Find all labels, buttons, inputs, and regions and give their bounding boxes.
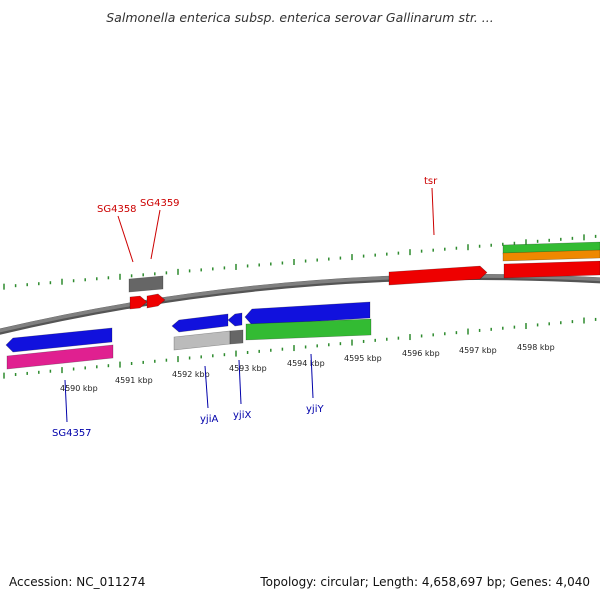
downstream-red-feature[interactable] bbox=[503, 260, 600, 279]
gene-label-SG4357[interactable]: SG4357 bbox=[52, 428, 92, 439]
SG4357-feature[interactable] bbox=[5, 327, 113, 353]
genome-summary-text: Topology: circular; Length: 4,658,697 bp… bbox=[260, 575, 590, 589]
tick-label: 4590 kbp bbox=[60, 384, 98, 393]
gene-label-yjiA[interactable]: yjiA bbox=[200, 414, 218, 425]
yjiX-feature[interactable] bbox=[227, 312, 243, 327]
gene-label-yjiY[interactable]: yjiY bbox=[306, 404, 324, 415]
leader-line bbox=[431, 187, 435, 236]
SG4357-product-feature[interactable] bbox=[6, 344, 114, 370]
accession-text: Accession: NC_011274 bbox=[9, 575, 146, 589]
yjiA-product-feature[interactable] bbox=[173, 330, 231, 351]
tick-label: 4592 kbp bbox=[172, 370, 210, 379]
yjiY-product-feature[interactable] bbox=[245, 318, 372, 341]
tick-label: 4593 kbp bbox=[229, 364, 267, 373]
tick-label: 4591 kbp bbox=[115, 376, 153, 385]
leader-line bbox=[204, 365, 209, 409]
gene-label-SG4358[interactable]: SG4358 bbox=[97, 204, 137, 215]
gene-label-tsr[interactable]: tsr bbox=[424, 176, 438, 187]
SG4358-red-feature[interactable] bbox=[129, 295, 148, 310]
tsr-feature[interactable] bbox=[388, 265, 488, 286]
yjiX-product-feature[interactable] bbox=[229, 329, 244, 345]
leader-line bbox=[238, 359, 242, 405]
gene-label-yjiX[interactable]: yjiX bbox=[233, 410, 251, 421]
tick-label: 4595 kbp bbox=[344, 354, 382, 363]
genome-title: Salmonella enterica subsp. enterica sero… bbox=[106, 10, 494, 25]
tick-label: 4594 kbp bbox=[287, 359, 325, 368]
yjiA-feature[interactable] bbox=[171, 313, 229, 333]
SG4358-grey-feature[interactable] bbox=[128, 275, 164, 293]
leader-line bbox=[64, 379, 68, 423]
gene-label-SG4359[interactable]: SG4359 bbox=[140, 198, 180, 209]
downstream-orange-feature[interactable] bbox=[502, 249, 600, 262]
SG4359-feature[interactable] bbox=[146, 293, 166, 309]
leader-line bbox=[117, 215, 134, 263]
leader-line bbox=[310, 353, 314, 399]
tick-label: 4597 kbp bbox=[459, 346, 497, 355]
tick-label: 4598 kbp bbox=[517, 343, 555, 352]
tick-label: 4596 kbp bbox=[402, 349, 440, 358]
leader-line bbox=[150, 209, 161, 260]
